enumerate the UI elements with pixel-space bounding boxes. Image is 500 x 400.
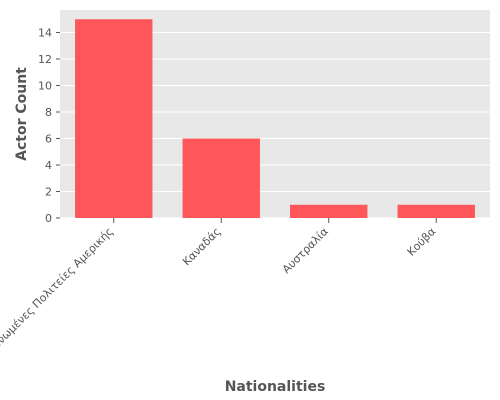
x-tick-label: Αυστραλία (280, 225, 331, 276)
y-tick-label: 0 (45, 212, 52, 225)
bars (75, 19, 475, 219)
y-tick-label: 2 (45, 186, 52, 199)
y-axis-ticks: 0 2 4 6 8 10 12 14 (38, 27, 60, 225)
x-tick-label: Κούβα (405, 225, 439, 259)
x-axis-ticks: Ηνωμένες Πολιτείες Αμερικής Καναδάς Αυστρα… (0, 218, 438, 352)
y-tick-label: 10 (38, 80, 52, 93)
x-axis-label: Nationalities (225, 379, 326, 395)
y-tick-label: 6 (45, 133, 52, 146)
bar (182, 138, 260, 218)
bar (397, 204, 475, 218)
bar (290, 204, 368, 218)
x-tick-label: Ηνωμένες Πολιτείες Αμερικής (0, 225, 116, 352)
y-axis-label: Actor Count (14, 67, 30, 161)
y-tick-label: 12 (38, 53, 52, 66)
bar (75, 19, 153, 219)
y-tick-label: 4 (45, 159, 52, 172)
y-tick-label: 14 (38, 27, 52, 40)
y-tick-label: 8 (45, 106, 52, 119)
x-tick-label: Καναδάς (180, 225, 223, 268)
